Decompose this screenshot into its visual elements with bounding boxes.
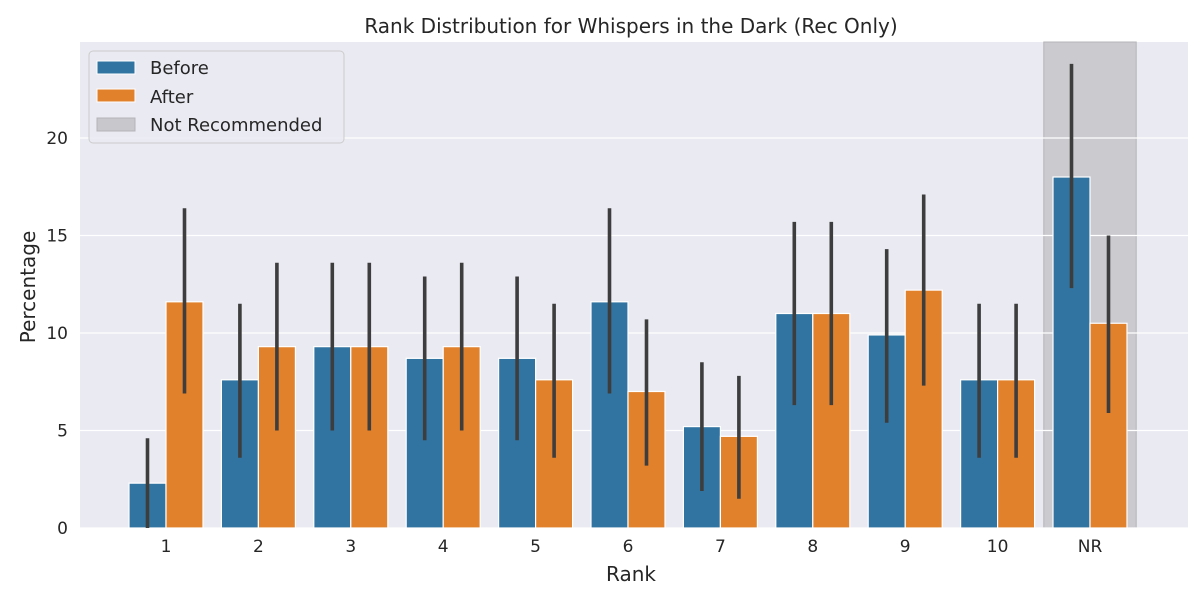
legend-label-not-recommended: Not Recommended bbox=[150, 115, 322, 136]
legend-label-before: Before bbox=[150, 58, 209, 79]
x-tick-label-5: 5 bbox=[530, 537, 541, 557]
x-tick-label-10: 10 bbox=[987, 537, 1009, 557]
legend-swatch-not-recommended bbox=[96, 117, 136, 132]
y-tick-label-10: 10 bbox=[46, 324, 68, 344]
legend-label-after: After bbox=[150, 87, 194, 108]
x-axis-ticks: 1 2 3 4 5 6 7 8 9 10 NR bbox=[161, 537, 1103, 557]
error-bars bbox=[145, 63, 1111, 528]
y-axis-label: Percentage bbox=[16, 231, 40, 344]
y-tick-label-0: 0 bbox=[57, 519, 68, 539]
y-tick-label-15: 15 bbox=[46, 227, 68, 247]
x-tick-label-7: 7 bbox=[715, 537, 726, 557]
x-tick-label-4: 4 bbox=[438, 537, 449, 557]
y-tick-label-20: 20 bbox=[46, 129, 68, 149]
legend: Before After Not Recommended bbox=[88, 50, 345, 144]
y-axis-ticks: 0 5 10 15 20 bbox=[46, 129, 68, 539]
x-tick-label-8: 8 bbox=[807, 537, 818, 557]
chart-title: Rank Distribution for Whispers in the Da… bbox=[364, 14, 897, 38]
x-tick-label-6: 6 bbox=[623, 537, 634, 557]
x-tick-label-2: 2 bbox=[253, 537, 264, 557]
x-tick-label-1: 1 bbox=[161, 537, 172, 557]
legend-swatch-before bbox=[96, 60, 136, 75]
x-tick-label-9: 9 bbox=[900, 537, 911, 557]
y-tick-label-5: 5 bbox=[57, 422, 68, 442]
x-axis-label: Rank bbox=[606, 562, 656, 586]
legend-swatch-after bbox=[96, 88, 136, 103]
x-tick-label-3: 3 bbox=[345, 537, 356, 557]
x-tick-label-nr: NR bbox=[1078, 537, 1103, 557]
legend-frame bbox=[88, 50, 345, 144]
